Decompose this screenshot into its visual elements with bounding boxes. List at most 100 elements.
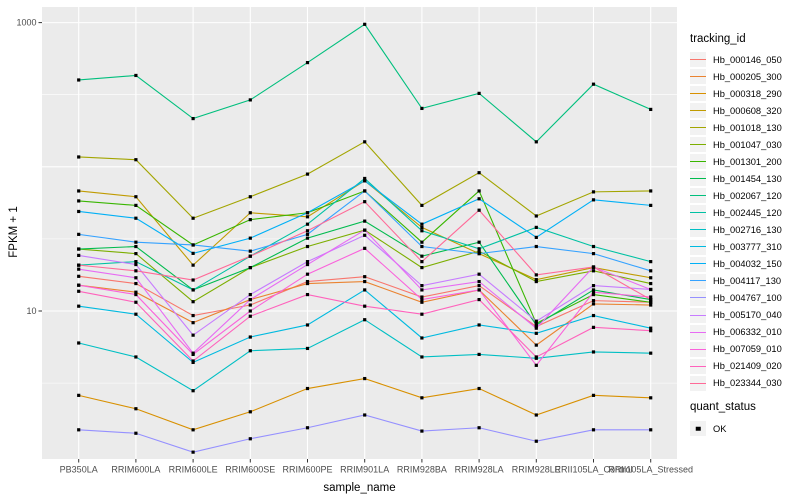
data-point	[134, 292, 138, 297]
data-point	[191, 216, 195, 220]
data-point	[420, 222, 424, 226]
data-point	[534, 355, 538, 359]
data-point	[77, 247, 81, 251]
quant-status-items: OK	[690, 420, 726, 437]
legend-key-swatch	[690, 86, 706, 102]
legend-item-Hb_004032_150: Hb_004032_150	[690, 256, 782, 273]
legend-key-line	[690, 144, 706, 146]
legend-item-label: Hb_000205_300	[713, 71, 782, 82]
legend-key-line	[690, 212, 706, 214]
data-point	[191, 321, 195, 325]
data-point	[534, 273, 538, 277]
tick-label: 1000	[16, 18, 36, 28]
data-point	[363, 275, 367, 279]
data-point	[477, 279, 481, 284]
data-point	[477, 352, 481, 357]
data-point	[77, 199, 81, 203]
data-point	[248, 292, 252, 297]
legend-item-label: Hb_000608_320	[713, 105, 782, 116]
legend-key-swatch	[690, 273, 706, 289]
data-point	[191, 333, 195, 337]
data-point	[649, 276, 653, 280]
data-point	[591, 325, 596, 329]
data-point	[248, 349, 252, 353]
data-point	[77, 78, 81, 82]
tick-label: RRIM928BA	[397, 465, 447, 475]
data-point	[591, 198, 596, 202]
data-point	[649, 329, 653, 333]
legend-item-label: Hb_000318_290	[713, 88, 782, 99]
legend-key-swatch	[690, 171, 706, 187]
legend-item-Hb_004767_100: Hb_004767_100	[690, 290, 782, 307]
tick-label: PB350LA	[60, 465, 98, 475]
data-point	[420, 240, 424, 244]
legend-item-label: Hb_002716_130	[713, 224, 782, 235]
data-point	[77, 304, 81, 308]
legend-item-Hb_002445_120: Hb_002445_120	[690, 204, 782, 221]
data-point	[363, 200, 367, 204]
legend-key-swatch	[690, 154, 706, 170]
data-point	[420, 203, 424, 207]
legend-key-swatch	[690, 69, 706, 85]
legend-key-swatch	[690, 290, 706, 306]
data-point	[134, 269, 138, 273]
data-point	[77, 341, 81, 345]
data-point	[305, 60, 310, 65]
data-point	[420, 297, 424, 302]
legend-key-swatch	[690, 341, 706, 357]
legend-key-line	[690, 229, 706, 231]
data-point	[248, 335, 252, 339]
legend-key-swatch	[690, 307, 706, 323]
data-point	[77, 393, 81, 397]
data-point	[305, 279, 310, 284]
data-point	[534, 235, 538, 239]
legend-item-label: Hb_021409_020	[713, 361, 782, 372]
data-point	[191, 278, 195, 282]
legend-item-label: Hb_001454_130	[713, 173, 782, 184]
tick-label: RRII105LA_Control	[554, 465, 632, 475]
data-point	[305, 260, 310, 264]
data-point	[305, 222, 310, 226]
legend-item-quant-OK: OK	[690, 420, 726, 437]
data-point	[477, 171, 481, 175]
legend-key-line	[690, 382, 706, 384]
data-point	[248, 254, 252, 258]
legend-item-label: Hb_023344_030	[713, 378, 782, 389]
data-point	[591, 265, 596, 269]
legend-key-line	[690, 365, 706, 367]
data-point	[477, 189, 481, 193]
data-point	[591, 269, 596, 273]
data-point	[363, 376, 367, 381]
data-point	[420, 300, 424, 304]
legend-key-line	[690, 58, 706, 60]
data-point	[77, 209, 81, 214]
legend-key-line	[690, 195, 706, 197]
data-point	[134, 240, 138, 244]
legend-item-Hb_000146_050: Hb_000146_050	[690, 51, 782, 68]
data-point	[649, 107, 653, 112]
legend-item-Hb_000608_320: Hb_000608_320	[690, 102, 782, 119]
data-point	[305, 292, 310, 297]
data-point	[534, 439, 538, 443]
data-point	[477, 297, 481, 302]
legend-item-label: Hb_007059_010	[713, 344, 782, 355]
data-point	[134, 300, 138, 304]
legend-key-line	[690, 75, 706, 77]
data-point	[77, 289, 81, 293]
legend-item-label: Hb_000146_050	[713, 54, 782, 65]
data-point	[534, 331, 538, 335]
data-point	[191, 313, 195, 318]
data-point	[477, 91, 481, 95]
data-point	[534, 214, 538, 218]
data-point	[591, 292, 596, 297]
data-point	[534, 413, 538, 417]
data-point	[477, 323, 481, 327]
data-point	[534, 244, 538, 249]
data-point	[477, 197, 481, 201]
data-point	[248, 236, 252, 240]
data-point	[420, 429, 424, 433]
legend-item-label: OK	[713, 423, 727, 434]
data-point	[649, 351, 653, 355]
legend-item-Hb_003777_310: Hb_003777_310	[690, 239, 782, 256]
